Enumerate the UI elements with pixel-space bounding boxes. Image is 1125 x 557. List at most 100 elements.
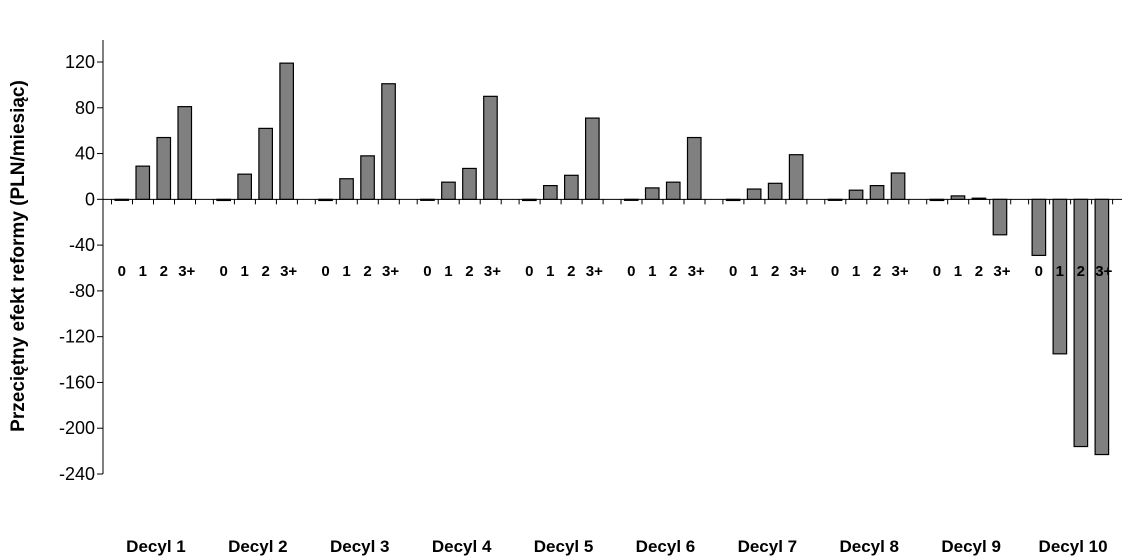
subcategory-label: 3+ bbox=[993, 263, 1010, 280]
bar bbox=[929, 198, 945, 202]
subcategory-label: 0 bbox=[933, 263, 941, 280]
y-tick-label: -240 bbox=[59, 464, 95, 484]
y-tick-label: -200 bbox=[59, 418, 95, 438]
group-label: Decyl 2 bbox=[228, 537, 288, 556]
subcategory-label: 0 bbox=[423, 263, 431, 280]
subcategory-label: 2 bbox=[261, 263, 269, 280]
bar bbox=[950, 195, 966, 200]
bar bbox=[542, 185, 558, 200]
bars bbox=[114, 62, 1110, 456]
subcategory-label: 3+ bbox=[484, 263, 501, 280]
group-label: Decyl 10 bbox=[1039, 537, 1108, 556]
subcategory-label: 3+ bbox=[586, 263, 603, 280]
group-label: Decyl 1 bbox=[126, 537, 186, 556]
subcategory-label: 2 bbox=[567, 263, 575, 280]
bar bbox=[1031, 198, 1047, 257]
bar bbox=[318, 198, 333, 202]
subcategory-label: 0 bbox=[219, 263, 227, 280]
subcategory-label: 3+ bbox=[1095, 263, 1112, 280]
subcategory-label: 2 bbox=[771, 263, 779, 280]
bar bbox=[890, 172, 906, 200]
bar bbox=[869, 185, 885, 200]
bar bbox=[1094, 198, 1110, 456]
bar bbox=[237, 173, 252, 200]
y-tick-label: 0 bbox=[85, 189, 95, 209]
subcategory-label: 0 bbox=[321, 263, 329, 280]
group-label: Decyl 9 bbox=[941, 537, 1001, 556]
subcategory-label: 2 bbox=[873, 263, 881, 280]
bar bbox=[725, 198, 741, 202]
bar bbox=[114, 198, 130, 201]
subcategory-label: 3+ bbox=[688, 263, 705, 280]
bar bbox=[177, 106, 193, 200]
bar bbox=[971, 197, 987, 200]
subcategory-label: 0 bbox=[831, 263, 839, 280]
bar bbox=[563, 174, 579, 200]
subcategory-label: 1 bbox=[1056, 263, 1064, 280]
bar bbox=[441, 181, 456, 200]
subcategory-label: 2 bbox=[465, 263, 473, 280]
y-tick-label: -120 bbox=[59, 327, 95, 347]
bar bbox=[767, 182, 783, 200]
bar bbox=[686, 136, 702, 200]
group-label: Decyl 7 bbox=[738, 537, 798, 556]
bar bbox=[216, 198, 231, 202]
bar bbox=[420, 198, 435, 201]
bar bbox=[258, 127, 273, 200]
subcategory-label: 0 bbox=[627, 263, 635, 280]
subcategory-label: 1 bbox=[648, 263, 656, 280]
subcategory-label: 2 bbox=[363, 263, 371, 280]
subcategory-label: 1 bbox=[750, 263, 758, 280]
bar bbox=[788, 154, 804, 200]
subcategory-label: 0 bbox=[525, 263, 533, 280]
subcategory-label: 0 bbox=[729, 263, 737, 280]
bar bbox=[1052, 198, 1068, 355]
bar bbox=[381, 83, 396, 200]
y-tick-label: 120 bbox=[65, 52, 95, 72]
y-tick-label: -160 bbox=[59, 372, 95, 392]
y-tick-label: -40 bbox=[69, 235, 95, 255]
subcategory-label: 1 bbox=[139, 263, 147, 280]
bar bbox=[462, 167, 477, 200]
bar bbox=[135, 165, 151, 200]
bar bbox=[746, 188, 762, 200]
subcategory-label: 3+ bbox=[382, 263, 399, 280]
bar bbox=[156, 136, 172, 200]
bar bbox=[992, 198, 1008, 236]
subcategory-label: 0 bbox=[1035, 263, 1043, 280]
subcategory-label: 2 bbox=[975, 263, 983, 280]
bar bbox=[339, 178, 354, 200]
subcategory-label: 3+ bbox=[178, 263, 195, 280]
axes bbox=[97, 40, 1122, 475]
subcategory-label: 3+ bbox=[280, 263, 297, 280]
y-tick-label: 40 bbox=[75, 144, 95, 164]
y-axis-label: Przeciętny efekt reformy (PLN/miesiąc) bbox=[8, 80, 29, 432]
bar bbox=[1073, 198, 1089, 448]
bar bbox=[483, 95, 498, 200]
group-label: Decyl 3 bbox=[330, 537, 390, 556]
subcategory-label: 2 bbox=[669, 263, 677, 280]
subcategory-label: 0 bbox=[118, 263, 126, 280]
bar bbox=[665, 181, 681, 200]
subcategory-label: 1 bbox=[954, 263, 962, 280]
group-label: Decyl 8 bbox=[839, 537, 899, 556]
subcategory-label: 2 bbox=[160, 263, 168, 280]
bar bbox=[827, 198, 843, 201]
bar bbox=[584, 117, 600, 200]
y-tick-label: -80 bbox=[69, 281, 95, 301]
bar bbox=[644, 187, 660, 200]
subcategory-label: 3+ bbox=[790, 263, 807, 280]
bar bbox=[848, 189, 864, 200]
subcategory-label: 1 bbox=[444, 263, 452, 280]
bar bbox=[521, 198, 537, 202]
group-label: Decyl 6 bbox=[636, 537, 696, 556]
subcategory-label: 3+ bbox=[891, 263, 908, 280]
subcategory-label: 2 bbox=[1077, 263, 1085, 280]
subcategory-label: 1 bbox=[240, 263, 248, 280]
bar bbox=[623, 198, 639, 201]
y-tick-label: 80 bbox=[75, 98, 95, 118]
bar bbox=[279, 62, 294, 200]
group-label: Decyl 5 bbox=[534, 537, 594, 556]
